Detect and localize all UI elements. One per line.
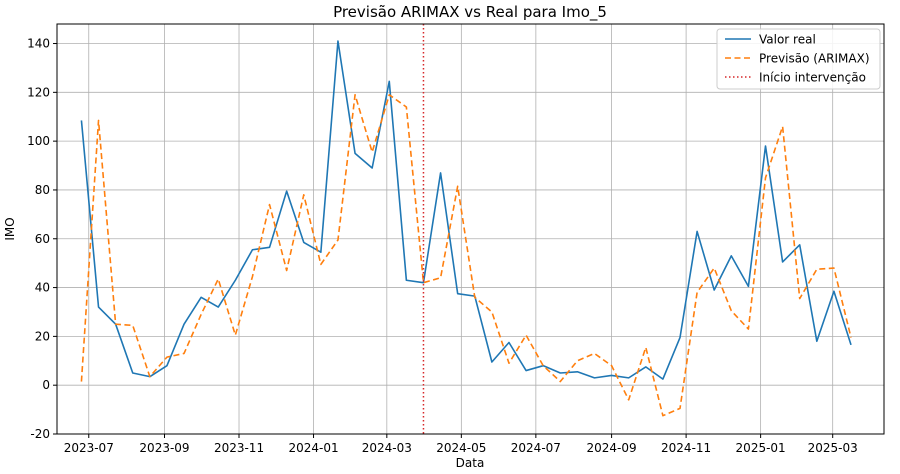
x-axis-label: Data bbox=[456, 456, 485, 470]
legend: Valor real Previsão (ARIMAX) Início inte… bbox=[716, 28, 881, 90]
legend-label-inicio-intervencao: Início intervenção bbox=[759, 71, 866, 85]
grid-lines bbox=[57, 24, 884, 435]
y-tick-label: 60 bbox=[35, 232, 50, 246]
y-tick-label: -20 bbox=[30, 427, 50, 441]
x-tick-label: 2025-03 bbox=[808, 441, 858, 455]
y-tick-label: 100 bbox=[27, 134, 50, 148]
y-tick-label: 40 bbox=[35, 281, 50, 295]
y-tick-label: 120 bbox=[27, 85, 50, 99]
x-tick-label: 2023-07 bbox=[64, 441, 114, 455]
y-tick-label: 140 bbox=[27, 37, 50, 51]
legend-label-previsao: Previsão (ARIMAX) bbox=[759, 52, 870, 66]
x-tick-label: 2024-09 bbox=[587, 441, 637, 455]
x-tick-label: 2025-01 bbox=[736, 441, 786, 455]
axis-ticks: -20 0 20 40 60 80 100 120 140 2023-07 2023-09 2023-… bbox=[27, 37, 858, 455]
y-tick-label: 0 bbox=[42, 378, 50, 392]
x-tick-label: 2024-11 bbox=[661, 441, 711, 455]
y-tick-label: 20 bbox=[35, 329, 50, 343]
series-line-valor-real bbox=[80, 40, 852, 380]
series-lines bbox=[80, 24, 852, 434]
legend-label-valor-real: Valor real bbox=[759, 33, 816, 47]
series-line-previsao-arimax bbox=[80, 93, 852, 417]
plot-frame bbox=[56, 23, 885, 435]
x-tick-label: 2024-05 bbox=[436, 441, 486, 455]
x-tick-label: 2024-01 bbox=[288, 441, 338, 455]
y-axis-label: IMO bbox=[3, 217, 17, 240]
x-tick-label: 2024-03 bbox=[362, 441, 412, 455]
x-tick-label: 2023-09 bbox=[139, 441, 189, 455]
x-tick-label: 2023-11 bbox=[214, 441, 264, 455]
x-tick-label: 2024-07 bbox=[511, 441, 561, 455]
legend-box bbox=[716, 28, 881, 90]
chart-title: Previsão ARIMAX vs Real para Imo_5 bbox=[333, 3, 607, 22]
y-tick-label: 80 bbox=[35, 183, 50, 197]
